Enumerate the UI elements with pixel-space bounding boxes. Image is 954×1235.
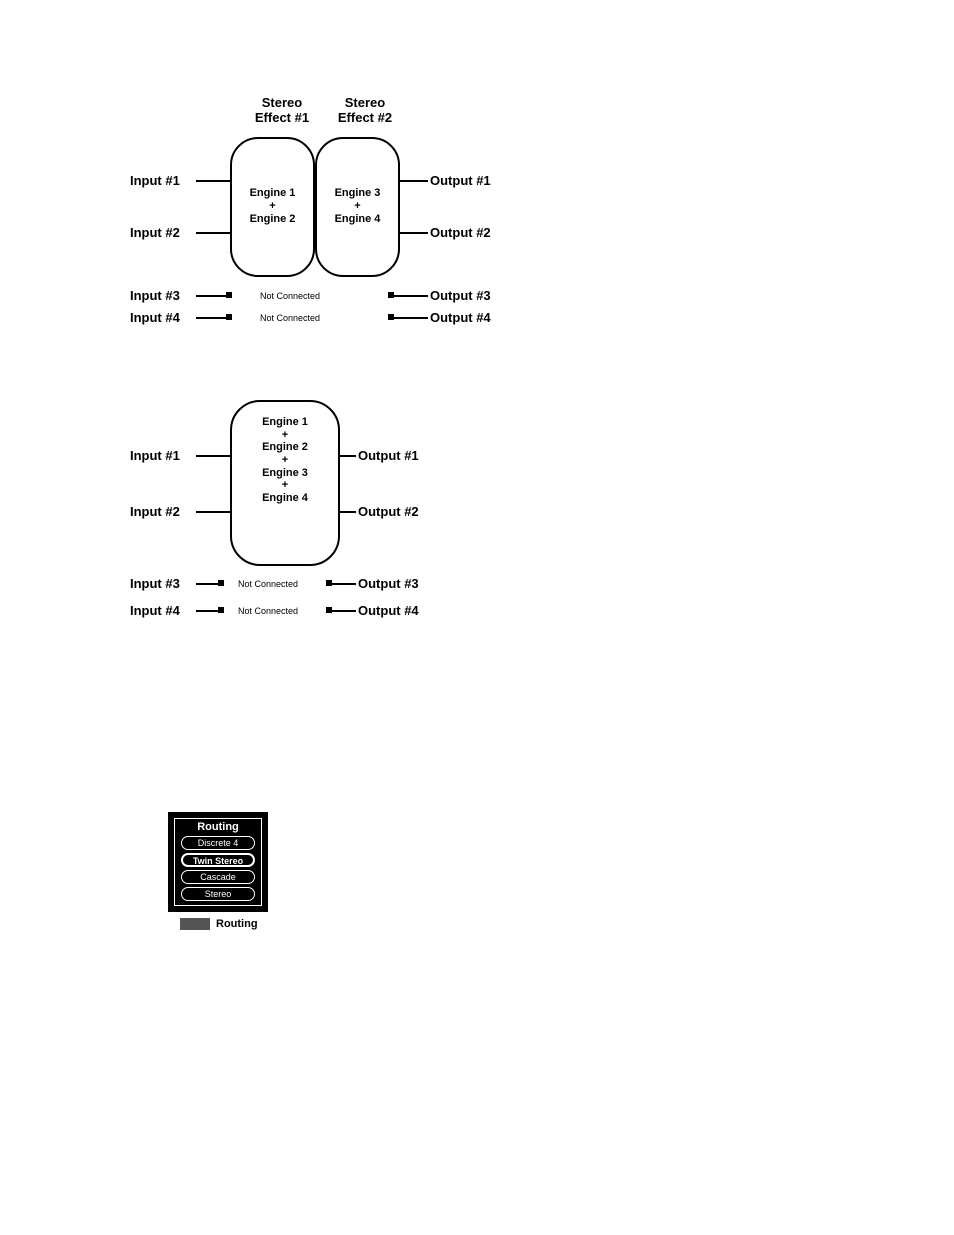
- d2-output1: Output #1: [358, 448, 419, 463]
- d2-input4: Input #4: [130, 603, 180, 618]
- routing-btn-cascade[interactable]: Cascade: [181, 870, 255, 884]
- line-in3: [196, 295, 226, 297]
- line-in1: [196, 180, 230, 182]
- engine1-line2: Engine 2: [232, 213, 313, 226]
- input2-label: Input #2: [130, 225, 180, 240]
- d2-line-in1: [196, 455, 230, 457]
- d2-output3: Output #3: [358, 576, 419, 591]
- routing-caption-box: [180, 918, 210, 930]
- line-out4: [394, 317, 428, 319]
- d2-output2: Output #2: [358, 504, 419, 519]
- d2-nc2: Not Connected: [238, 606, 298, 616]
- line-in2: [196, 232, 230, 234]
- output3-label: Output #3: [430, 288, 491, 303]
- line-out2: [400, 232, 428, 234]
- d2-nc1: Not Connected: [238, 579, 298, 589]
- engine-box-2: Engine 3 + Engine 4: [315, 137, 400, 277]
- engine-box-1: Engine 1 + Engine 2: [230, 137, 315, 277]
- d2-line2: Engine 2: [232, 441, 338, 454]
- input4-label: Input #4: [130, 310, 180, 325]
- routing-panel: Routing Discrete 4 Twin Stereo Cascade S…: [168, 812, 268, 912]
- input1-label: Input #1: [130, 173, 180, 188]
- d2-line-in2: [196, 511, 230, 513]
- routing-title: Routing: [175, 819, 261, 833]
- nc2: Not Connected: [260, 313, 320, 323]
- title-effect2: Stereo Effect #2: [325, 95, 405, 125]
- output2-label: Output #2: [430, 225, 491, 240]
- d2-line-in3: [196, 583, 218, 585]
- d2-input1: Input #1: [130, 448, 180, 463]
- input3-label: Input #3: [130, 288, 180, 303]
- diagram-cascade: Stereo Effect #1 Stereo Effect #2 Engine…: [130, 95, 550, 335]
- engine2-plus: +: [317, 200, 398, 213]
- engine2-line1: Engine 3: [317, 187, 398, 200]
- d2-output4: Output #4: [358, 603, 419, 618]
- line-out3: [394, 295, 428, 297]
- d2-stub-in3: [218, 580, 224, 586]
- engine2-line2: Engine 4: [317, 213, 398, 226]
- d2-line3: Engine 3: [232, 467, 338, 480]
- output4-label: Output #4: [430, 310, 491, 325]
- d2-line4: Engine 4: [232, 492, 338, 505]
- output1-label: Output #1: [430, 173, 491, 188]
- d2-input3: Input #3: [130, 576, 180, 591]
- d2-line-out4: [332, 610, 356, 612]
- line-in4: [196, 317, 226, 319]
- d2-line-in4: [196, 610, 218, 612]
- d2-stub-in4: [218, 607, 224, 613]
- d2-input2: Input #2: [130, 504, 180, 519]
- d2-plus3: +: [232, 479, 338, 492]
- d2-line-out3: [332, 583, 356, 585]
- engine1-line1: Engine 1: [232, 187, 313, 200]
- stub-in3: [226, 292, 232, 298]
- routing-btn-discrete4[interactable]: Discrete 4: [181, 836, 255, 850]
- line-out1: [400, 180, 428, 182]
- engine1-plus: +: [232, 200, 313, 213]
- d2-plus1: +: [232, 429, 338, 442]
- routing-inner: Routing Discrete 4 Twin Stereo Cascade S…: [174, 818, 262, 906]
- d2-line1: Engine 1: [232, 416, 338, 429]
- d2-line-out2: [340, 511, 356, 513]
- nc1: Not Connected: [260, 291, 320, 301]
- routing-btn-stereo[interactable]: Stereo: [181, 887, 255, 901]
- d2-line-out1: [340, 455, 356, 457]
- title-effect1: Stereo Effect #1: [242, 95, 322, 125]
- routing-caption: Routing: [216, 918, 258, 930]
- stub-in4: [226, 314, 232, 320]
- d2-plus2: +: [232, 454, 338, 467]
- routing-btn-twinstereo[interactable]: Twin Stereo: [181, 853, 255, 867]
- engine-box-all: Engine 1 + Engine 2 + Engine 3 + Engine …: [230, 400, 340, 566]
- diagram-stereo: Engine 1 + Engine 2 + Engine 3 + Engine …: [130, 400, 490, 630]
